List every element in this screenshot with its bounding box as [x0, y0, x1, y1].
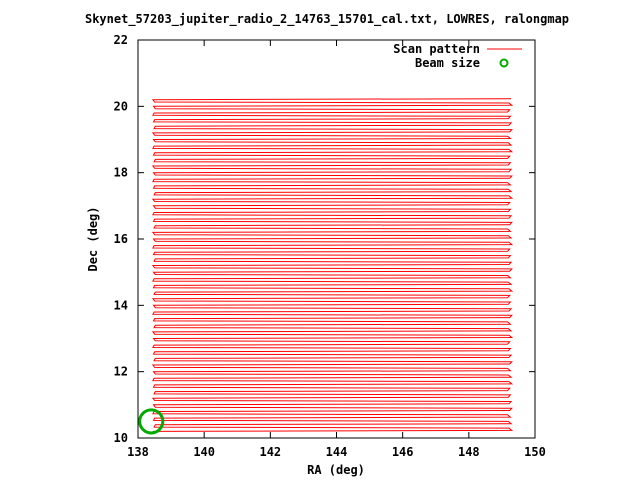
legend-label-scan-pattern: Scan pattern [393, 42, 480, 56]
x-axis-label: RA (deg) [307, 463, 365, 477]
chart-title: Skynet_57203_jupiter_radio_2_14763_15701… [85, 12, 569, 27]
beam-size-series [138, 408, 165, 435]
x-tick-label: 144 [326, 445, 348, 459]
beam-size-circle [138, 408, 165, 435]
scan-pattern-path [151, 98, 514, 432]
x-tick-label: 138 [127, 445, 149, 459]
y-axis-label: Dec (deg) [86, 206, 100, 271]
y-tick-label: 20 [114, 99, 128, 113]
y-tick-label: 18 [114, 166, 128, 180]
legend-label-beam-size: Beam size [415, 56, 480, 70]
y-tick-label: 22 [114, 33, 128, 47]
scan-pattern-series [151, 98, 514, 432]
y-tick-label: 10 [114, 431, 128, 445]
x-tick-label: 148 [458, 445, 480, 459]
y-tick-label: 14 [114, 298, 128, 312]
y-tick-label: 16 [114, 232, 128, 246]
x-tick-label: 142 [259, 445, 281, 459]
x-tick-label: 140 [193, 445, 215, 459]
x-tick-label: 150 [524, 445, 546, 459]
y-tick-label: 12 [114, 365, 128, 379]
legend-swatch-beam-size [499, 58, 509, 68]
legend: Scan pattern Beam size [393, 42, 522, 70]
axes: 138 140 142 144 146 148 150 10 12 14 16 18 20 22 [114, 33, 546, 459]
x-tick-label: 146 [392, 445, 414, 459]
